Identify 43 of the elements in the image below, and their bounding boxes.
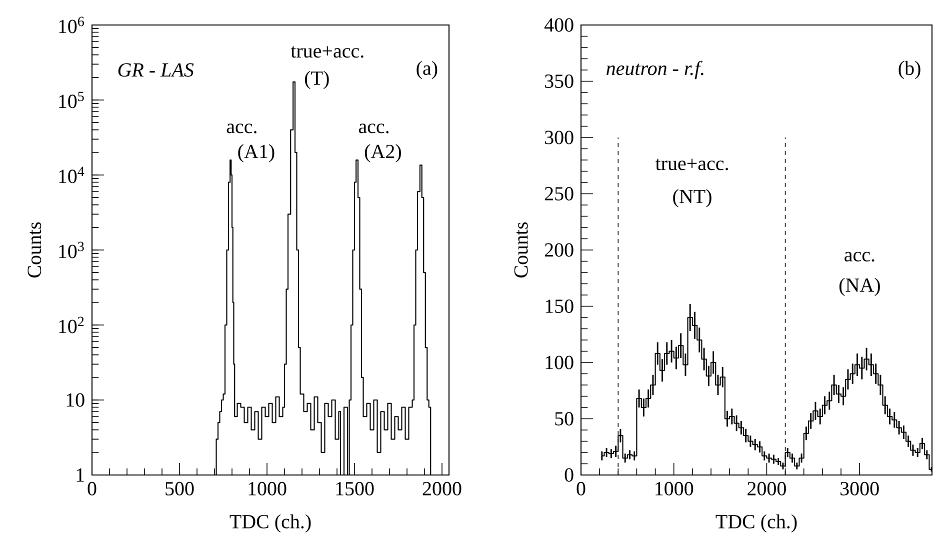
annotation: (A1) <box>238 144 274 162</box>
y-tick-label: 300 <box>545 130 574 144</box>
annotation: acc. <box>358 124 389 134</box>
y-tick-label: 10$^{6}$ <box>59 16 84 34</box>
y-tick-label: 10 <box>66 393 84 407</box>
x-tick-label: 3000 <box>840 482 879 496</box>
y-tick-label: 350 <box>545 74 574 88</box>
y-axis-title: Counts <box>28 222 42 278</box>
y-tick-label: 10$^{5}$ <box>59 92 84 108</box>
annotation: (T) <box>305 70 329 89</box>
x-tick-label: 0 <box>88 482 96 496</box>
annotation: acc. <box>844 252 874 262</box>
y-axis-title: Counts <box>514 222 528 278</box>
annotation: true+acc. <box>655 158 728 170</box>
y-tick-label: 150 <box>546 299 574 313</box>
x-tick-label: 1000 <box>248 482 286 496</box>
x-tick-label: 1500 <box>336 482 374 496</box>
annotation: (A2) <box>364 144 401 162</box>
y-tick-label: 0 <box>564 468 574 482</box>
y-tick-label: 10$^{3}$ <box>59 242 84 258</box>
x-axis-title: TDC (ch.) <box>230 514 311 532</box>
annotation: acc. <box>226 124 256 134</box>
y-tick-label: 400 <box>544 18 574 32</box>
x-tick-label: 500 <box>166 482 194 496</box>
annotation: GR - LAS <box>118 63 194 77</box>
x-tick-label: 2000 <box>748 482 786 496</box>
y-tick-label: 100 <box>546 356 574 370</box>
y-tick-label: 10$^{4}$ <box>59 166 84 184</box>
annotation: neutron - r.f. <box>606 60 704 80</box>
y-tick-label: 10$^{2}$ <box>59 316 84 334</box>
annotation: (NA) <box>839 278 880 296</box>
x-tick-label: 2000 <box>422 482 462 496</box>
annotation: (b) <box>898 60 920 80</box>
y-tick-label: 50 <box>555 412 574 426</box>
y-tick-label: 200 <box>544 243 574 257</box>
x-tick-label: 1000 <box>656 482 694 496</box>
x-tick-label: 0 <box>576 482 586 496</box>
y-tick-label: 250 <box>544 186 574 200</box>
annotation: (a) <box>416 60 438 80</box>
annotation: true+acc. <box>290 46 364 58</box>
annotation: (NT) <box>673 189 712 208</box>
x-axis-title: TDC (ch.) <box>716 514 797 532</box>
y-tick-label: 1 <box>76 468 84 482</box>
